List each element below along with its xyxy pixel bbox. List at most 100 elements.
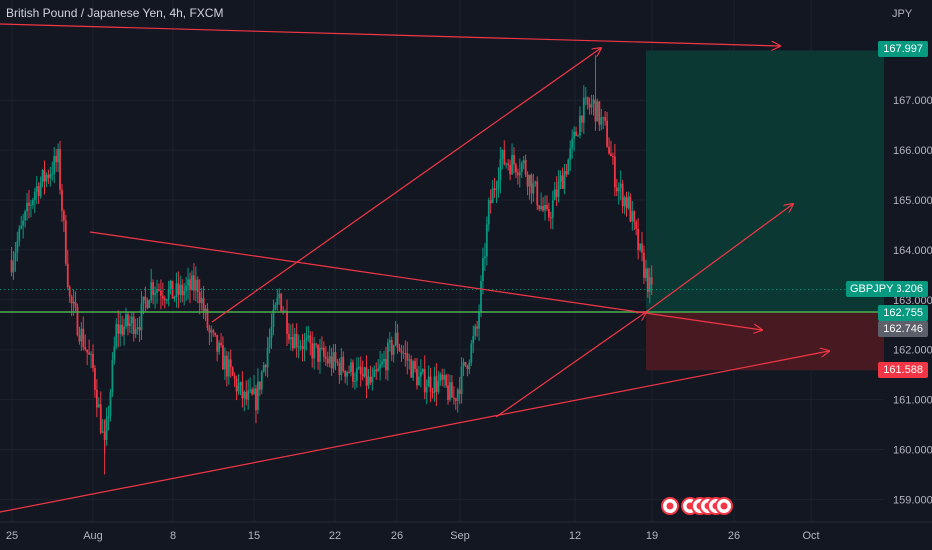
candle — [590, 94, 593, 115]
chart-title[interactable]: British Pound / Japanese Yen, 4h, FXCM — [6, 6, 224, 20]
candle-body — [602, 117, 605, 119]
candle — [301, 333, 304, 362]
candle — [518, 158, 521, 188]
candle — [445, 373, 447, 388]
candle — [338, 358, 341, 384]
candle-body — [600, 117, 603, 125]
candle — [10, 247, 13, 277]
candle-body — [33, 191, 36, 201]
candle — [408, 353, 411, 370]
candle — [497, 167, 500, 198]
candle — [12, 251, 15, 280]
candle-body — [64, 220, 67, 264]
candle — [99, 391, 102, 435]
candle-body — [396, 332, 399, 348]
profit-zone — [646, 50, 884, 313]
candle-body — [499, 158, 502, 181]
candle-body — [598, 101, 601, 125]
candle — [580, 115, 583, 133]
candle-body — [561, 175, 564, 189]
candle-body — [231, 367, 234, 376]
trendline-rising-wedge — [211, 48, 601, 323]
candle-body — [495, 188, 498, 191]
symbol-tag: GBPJPY — [846, 281, 898, 297]
candle — [629, 193, 632, 223]
candle — [243, 390, 246, 412]
candle-body — [291, 337, 294, 349]
candle-body — [270, 326, 273, 339]
candle — [136, 317, 139, 335]
candle — [509, 159, 511, 181]
candle — [127, 312, 129, 336]
candle-body — [227, 359, 230, 377]
candle — [549, 211, 552, 229]
candle — [326, 351, 329, 367]
candle-body — [315, 343, 317, 345]
candle-body — [309, 335, 312, 344]
time-axis-label: 19 — [646, 530, 658, 542]
candle-body — [623, 197, 626, 207]
candle-body — [412, 361, 414, 378]
price-tick-label: 166.000 — [893, 145, 932, 157]
candle — [200, 288, 203, 311]
event-flag-dot — [666, 502, 674, 510]
candle-body — [305, 337, 308, 340]
candle-body — [592, 99, 595, 104]
candle — [286, 299, 288, 347]
candle-body — [520, 163, 523, 173]
candle-body — [586, 97, 589, 105]
candle — [64, 214, 67, 266]
candle-body — [51, 174, 54, 176]
candle-body — [268, 338, 271, 349]
candle-body — [328, 356, 331, 364]
candle-body — [187, 279, 189, 286]
candle — [567, 158, 570, 175]
candle-body — [433, 376, 436, 393]
candle — [231, 366, 234, 377]
candle — [536, 176, 539, 211]
candle — [464, 361, 467, 368]
candle-body — [538, 205, 541, 210]
candle-body — [301, 346, 304, 350]
candle — [615, 178, 618, 197]
candle — [336, 359, 339, 366]
candle-body — [107, 415, 110, 419]
candle — [501, 149, 504, 170]
candle — [419, 359, 422, 388]
candle — [623, 195, 626, 215]
candle — [357, 357, 360, 370]
candle — [206, 303, 209, 331]
candle-body — [24, 211, 26, 221]
trendline-projection — [645, 204, 793, 313]
candle — [291, 323, 294, 352]
candle-body — [563, 170, 566, 189]
candle-body — [594, 99, 597, 122]
candle-body — [493, 188, 496, 191]
candle-body — [414, 361, 416, 369]
candle — [499, 146, 502, 194]
candle-body — [130, 316, 133, 324]
trendline-top — [0, 23, 780, 46]
candle-body — [123, 326, 125, 335]
candle-body — [78, 335, 81, 342]
candle-body — [367, 376, 370, 386]
candle — [224, 347, 226, 381]
candle — [429, 367, 432, 403]
candle — [202, 285, 205, 320]
candle — [478, 304, 480, 341]
price-tick-label: 160.000 — [893, 445, 932, 457]
candle-body — [507, 163, 510, 165]
candle — [24, 209, 26, 228]
candle — [31, 197, 34, 210]
candle-body — [53, 156, 56, 175]
candle — [39, 176, 42, 199]
candle-body — [76, 307, 79, 336]
candle-body — [192, 275, 195, 291]
candle — [377, 359, 380, 372]
candle — [503, 140, 506, 166]
candle — [262, 361, 265, 373]
candle — [97, 397, 100, 408]
candle — [421, 368, 424, 375]
candle — [321, 336, 323, 351]
